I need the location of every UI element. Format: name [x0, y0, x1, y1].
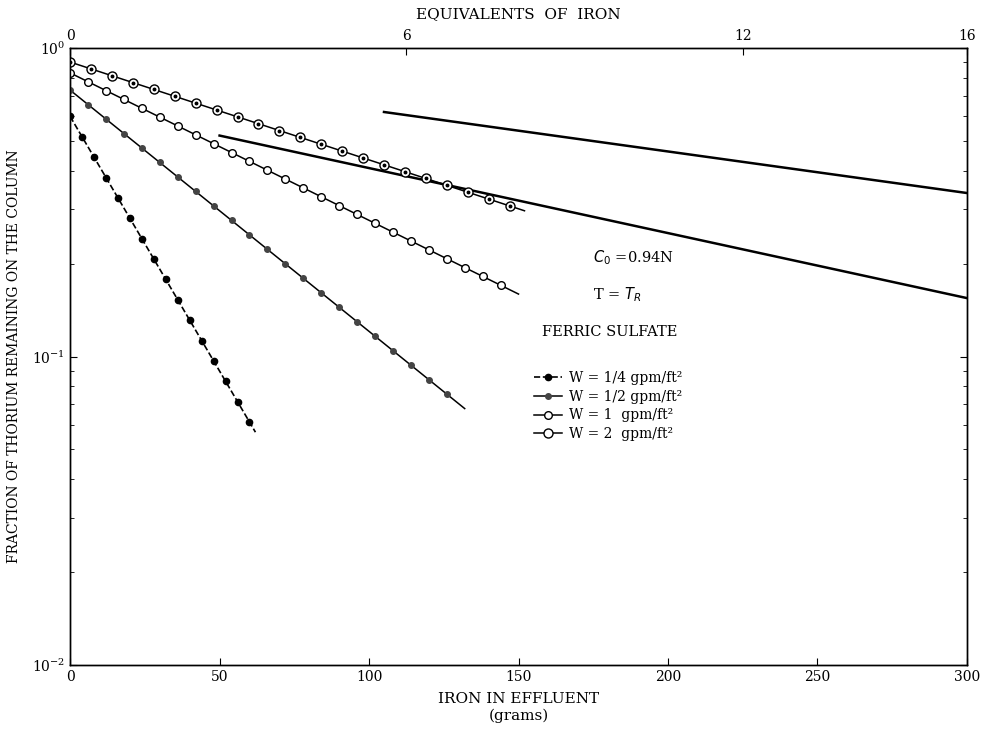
Text: $C_0$ =0.94N: $C_0$ =0.94N [593, 248, 673, 267]
Text: T = $T_R$: T = $T_R$ [593, 285, 641, 304]
Y-axis label: FRACTION OF THORIUM REMAINING ON THE COLUMN: FRACTION OF THORIUM REMAINING ON THE COL… [7, 150, 21, 564]
X-axis label: IRON IN EFFLUENT
(grams): IRON IN EFFLUENT (grams) [438, 692, 599, 723]
Legend: W = 1/4 gpm/ft², W = 1/2 gpm/ft², W = 1  gpm/ft², W = 2  gpm/ft²: W = 1/4 gpm/ft², W = 1/2 gpm/ft², W = 1 … [528, 365, 687, 447]
Text: FERRIC SULFATE: FERRIC SULFATE [542, 325, 677, 339]
X-axis label: EQUIVALENTS  OF  IRON: EQUIVALENTS OF IRON [416, 7, 620, 21]
